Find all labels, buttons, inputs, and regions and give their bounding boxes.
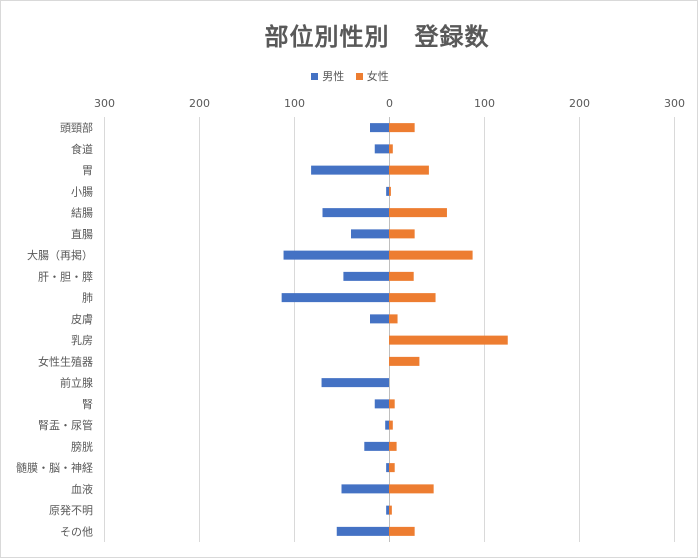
bar-male [283,250,389,260]
bar-female [389,484,434,494]
bar-male [311,165,389,175]
legend-item-male: 男性 [311,68,344,84]
category-label: その他 [60,525,93,538]
x-tick-label: 200 [189,97,210,110]
category-label: 皮膚 [71,312,93,326]
category-label: 腎 [82,398,93,411]
bar-female [389,123,415,133]
category-label: 乳房 [71,334,93,347]
bar-female [389,293,436,303]
bar-male [341,484,389,494]
bar-male [374,399,389,409]
bar-female [389,526,415,536]
bar-female [389,229,415,239]
bar-female [389,165,429,175]
category-label: 結腸 [71,206,93,220]
x-tick-label: 0 [386,97,393,110]
category-label: 膀胱 [71,439,93,453]
legend-item-female: 女性 [355,68,389,84]
bar-female [389,399,395,409]
x-tick-label: 100 [284,97,305,110]
bar-female [389,356,420,366]
category-label: 頭頸部 [60,121,93,135]
legend-swatch-male [311,73,319,80]
x-tick-label: 300 [94,97,115,110]
bar-female [389,441,397,451]
category-label: 腎盂・尿管 [38,418,93,432]
bar-female [389,420,393,430]
category-label: 小腸 [71,185,93,198]
category-label: 直腸 [71,227,93,241]
bar-female [389,271,414,281]
bar-male [374,144,389,154]
bar-female [389,186,391,196]
category-label: 肝・胆・膵 [38,270,93,283]
bar-female [389,208,447,218]
bar-female [389,314,398,324]
category-label: 髄膜・脳・神経 [16,461,93,475]
bar-female [389,144,393,154]
x-tick-label: 100 [474,97,495,110]
bar-male [386,463,389,473]
bar-male [386,186,389,196]
bar-male [343,271,389,281]
bar-male [370,314,389,324]
bar-female [389,505,392,515]
bar-male [386,505,389,515]
bar-male [281,293,389,303]
category-label: 食道 [71,142,93,156]
category-label: 原発不明 [49,503,93,517]
category-label: 肺 [82,292,93,305]
category-label: 前立腺 [60,376,93,390]
category-label: 女性生殖器 [38,354,93,368]
bar-male [322,208,389,218]
bar-female [389,463,395,473]
legend-swatch-female [355,73,363,80]
bar-male [351,229,389,239]
category-label: 血液 [71,482,93,496]
legend-label-male: 男性 [322,70,345,83]
bar-male [370,123,389,133]
chart-title: 部位別性別 登録数 [264,23,490,51]
legend-label-female: 女性 [366,70,389,83]
bar-male [336,526,389,536]
bar-male [364,441,389,451]
category-label: 大腸（再掲） [27,248,93,262]
category-label: 胃 [82,164,93,177]
bar-male [321,378,389,388]
bar-female [389,335,508,345]
bar-male [385,420,389,430]
x-tick-label: 300 [664,97,685,110]
legend: 男性 女性 [1,68,698,84]
bar-female [389,250,473,260]
x-tick-label: 200 [569,97,590,110]
